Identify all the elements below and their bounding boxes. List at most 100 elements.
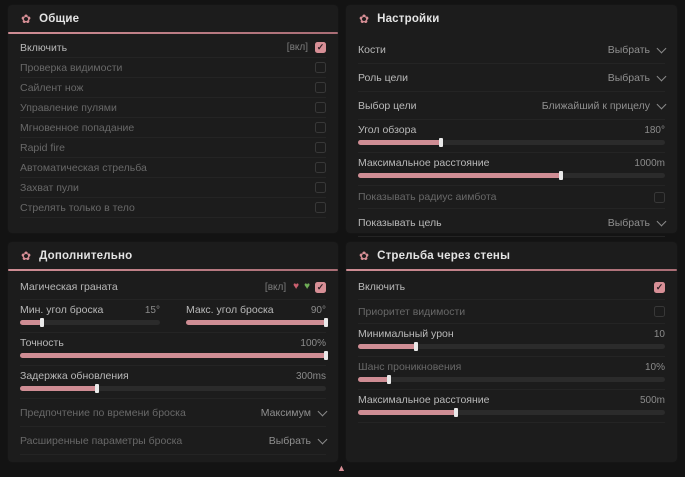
slider-value: 500m	[639, 394, 665, 406]
toggle-row-auto-fire[interactable]: Автоматическая стрельба	[20, 158, 326, 178]
angle-sliders-row: Мин. угол броска 15° Макс. угол броска 9…	[20, 300, 328, 333]
toggle-row-silent-knife[interactable]: Сайлент нож	[20, 78, 326, 98]
show-target-dropdown[interactable]: Выбрать	[607, 216, 667, 229]
slider-row-pen-chance: Шанс проникновения 10%	[358, 357, 665, 390]
toggle-row-body-only[interactable]: Стрелять только в тело	[20, 198, 326, 218]
slider-row-accuracy: Точность 100%	[20, 333, 328, 366]
slider-thumb[interactable]	[438, 138, 443, 147]
slider-value: 15°	[144, 304, 160, 316]
max-distance-slider[interactable]	[358, 171, 665, 180]
min-angle-slider[interactable]	[20, 318, 160, 327]
dropdown-value: Ближайший к прицелу	[541, 99, 650, 112]
toggle-label: Rapid fire	[20, 141, 65, 154]
slider-label: Мин. угол броска	[20, 304, 104, 316]
slider-thumb[interactable]	[324, 351, 328, 360]
toggle-row-enable[interactable]: Включить [вкл] ✓	[20, 38, 326, 58]
toggle-row-visibility-priority[interactable]: Приоритет видимости	[358, 300, 665, 324]
panel-additional: ✿ Дополнительно Магическая граната [вкл]…	[8, 242, 338, 462]
slider-label: Максимальное расстояние	[358, 394, 490, 406]
slider-thumb[interactable]	[454, 408, 459, 417]
bones-dropdown[interactable]: Выбрать	[607, 43, 667, 56]
checkbox-unchecked[interactable]	[654, 191, 665, 203]
checkbox-unchecked[interactable]	[315, 122, 326, 133]
dropdown-row-target-select: Выбор цели Ближайший к прицелу	[358, 92, 667, 120]
dropdown-label: Выбор цели	[358, 99, 417, 112]
pen-chance-slider[interactable]	[358, 375, 665, 384]
chevron-down-icon	[656, 99, 667, 109]
checkbox-unchecked[interactable]	[315, 102, 326, 113]
flower-icon: ✿	[359, 12, 370, 26]
dropdown-value: Выбрать	[607, 216, 650, 229]
slider-value: 100%	[300, 337, 326, 349]
fov-slider[interactable]	[358, 138, 665, 147]
slider-value: 90°	[310, 304, 326, 316]
checkbox-checked[interactable]: ✓	[315, 281, 326, 293]
toggle-label: Показывать радиус аимбота	[358, 191, 497, 203]
slider-thumb[interactable]	[324, 318, 328, 327]
slider-row-max-angle: Макс. угол броска 90°	[186, 300, 328, 332]
accent-divider	[8, 32, 338, 34]
slider-thumb[interactable]	[386, 375, 391, 384]
slider-label: Макс. угол броска	[186, 304, 274, 316]
dropdown-value: Выбрать	[607, 43, 650, 56]
slider-thumb[interactable]	[558, 171, 563, 180]
toggle-row-instant-hit[interactable]: Мгновенное попадание	[20, 118, 326, 138]
dropdown-row-target-role: Роль цели Выбрать	[358, 64, 667, 92]
toggle-row-rapid-fire[interactable]: Rapid fire	[20, 138, 326, 158]
slider-thumb[interactable]	[40, 318, 45, 327]
throw-time-dropdown[interactable]: Максимум	[261, 406, 328, 419]
dropdown-label: Предпочтение по времени броска	[20, 406, 186, 419]
toggle-label: Управление пулями	[20, 101, 117, 114]
checkbox-checked[interactable]: ✓	[315, 42, 326, 53]
max-angle-slider[interactable]	[186, 318, 328, 327]
target-role-dropdown[interactable]: Выбрать	[608, 71, 667, 84]
toggle-row-show-radius[interactable]: Показывать радиус аимбота	[358, 186, 665, 209]
slider-value: 300ms	[295, 370, 326, 382]
checkbox-checked[interactable]: ✓	[654, 281, 665, 293]
min-damage-slider[interactable]	[358, 342, 665, 351]
toggle-label: Стрелять только в тело	[20, 201, 135, 214]
dropdown-label: Показывать цель	[358, 216, 442, 229]
panel-general: ✿ Общие Включить [вкл] ✓ Проверка видимо…	[8, 5, 338, 233]
slider-row-wb-max-distance: Максимальное расстояние 500m	[358, 390, 665, 423]
target-select-dropdown[interactable]: Ближайший к прицелу	[541, 99, 667, 112]
toggle-row-wallbang-enable[interactable]: Включить ✓	[358, 275, 665, 300]
checkbox-unchecked[interactable]	[654, 306, 665, 317]
slider-row-max-distance: Максимальное расстояние 1000m	[358, 153, 665, 186]
chevron-down-icon	[317, 434, 328, 444]
toggle-label: Приоритет видимости	[358, 305, 466, 318]
checkbox-unchecked[interactable]	[315, 62, 326, 73]
slider-value: 10%	[644, 361, 665, 373]
scroll-up-icon[interactable]: ▲	[337, 463, 346, 473]
extended-params-dropdown[interactable]: Выбрать	[268, 434, 328, 447]
toggle-row-bullet-control[interactable]: Управление пулями	[20, 98, 326, 118]
update-delay-slider[interactable]	[20, 384, 326, 393]
slider-label: Минимальный урон	[358, 328, 454, 340]
slider-thumb[interactable]	[94, 384, 99, 393]
toggle-row-visibility-check[interactable]: Проверка видимости	[20, 58, 326, 78]
panel-general-title: Общие	[39, 13, 80, 25]
panel-additional-title: Дополнительно	[39, 250, 133, 262]
slider-thumb[interactable]	[414, 342, 419, 351]
checkbox-unchecked[interactable]	[315, 82, 326, 93]
checkbox-unchecked[interactable]	[315, 202, 326, 213]
chevron-down-icon	[656, 71, 667, 81]
wb-max-distance-slider[interactable]	[358, 408, 665, 417]
accent-divider	[8, 269, 338, 271]
checkbox-unchecked[interactable]	[315, 162, 326, 173]
state-tag: [вкл]	[264, 281, 287, 293]
toggle-label: Включить	[20, 41, 68, 54]
checkbox-unchecked[interactable]	[315, 182, 326, 193]
panel-additional-header: ✿ Дополнительно	[8, 242, 338, 269]
toggle-row-bullet-capture[interactable]: Захват пули	[20, 178, 326, 198]
dropdown-value: Выбрать	[268, 434, 311, 447]
checkbox-unchecked[interactable]	[315, 142, 326, 153]
toggle-label: Автоматическая стрельба	[20, 161, 147, 174]
chevron-down-icon	[656, 43, 667, 53]
slider-value: 180°	[644, 124, 665, 136]
toggle-row-magic-grenade[interactable]: Магическая граната [вкл] ♥ ♥ ✓	[20, 275, 326, 300]
accuracy-slider[interactable]	[20, 351, 328, 360]
broken-heart-icon: ♥	[293, 281, 300, 292]
panel-wallbang-header: ✿ Стрельба через стены	[346, 242, 677, 269]
dropdown-row-show-target: Показывать цель Выбрать	[358, 209, 667, 237]
